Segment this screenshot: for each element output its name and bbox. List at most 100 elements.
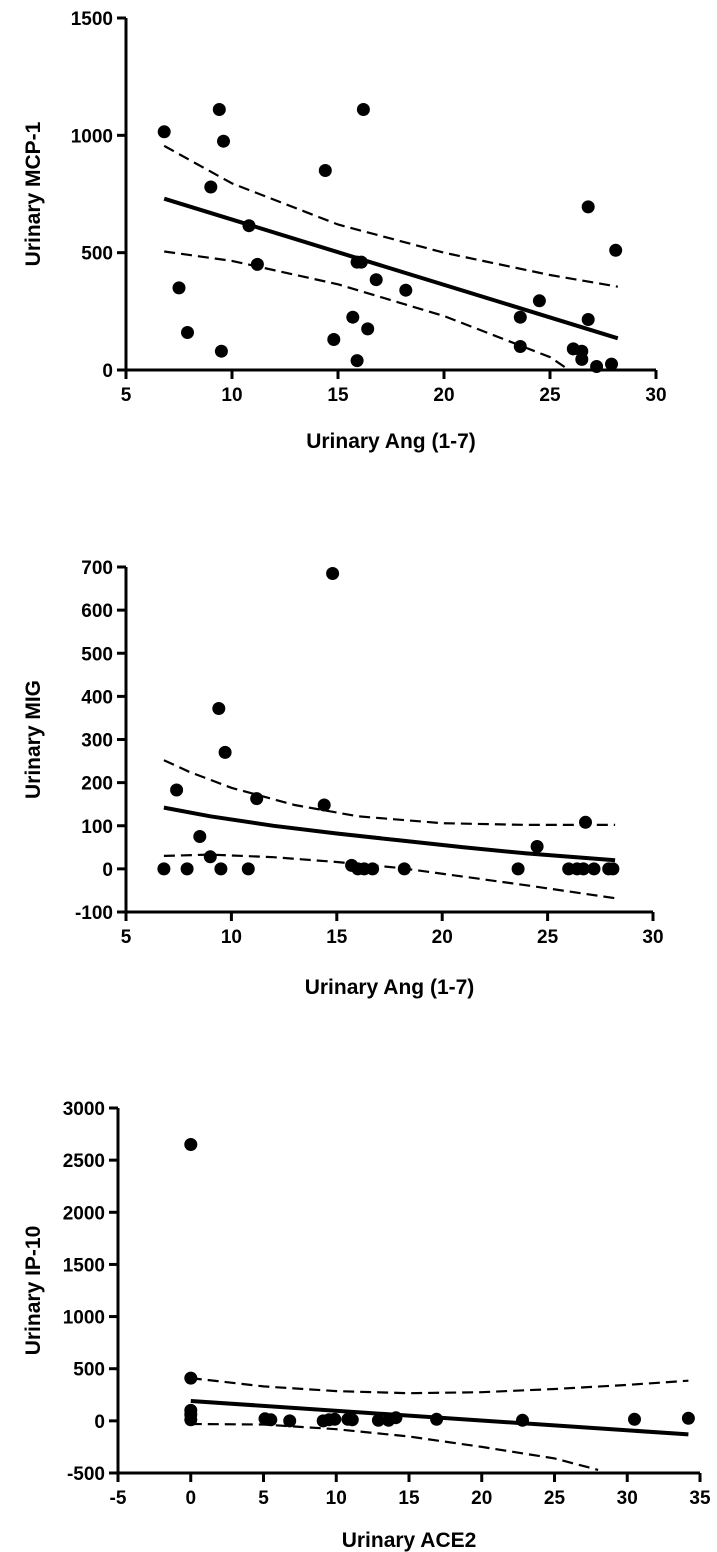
chart-3: -500 0 500 1000 1500 2000 2500 3000 -5 0 5 10 15 20 25… (22, 1099, 711, 1552)
chart-2-x-tick-label: 15 (326, 927, 348, 948)
chart-3-x-tick-label: 20 (471, 1488, 492, 1509)
chart-2-data-point (606, 862, 620, 876)
chart-3-data-point (430, 1412, 444, 1426)
chart-1-ci-lower-curve (164, 250, 570, 371)
chart-1-data-point (590, 360, 604, 373)
chart-1-data-point (242, 219, 256, 233)
chart-3-data-point (345, 1413, 359, 1427)
chart-3-x-tick-label: 0 (185, 1488, 196, 1509)
chart-1-data-point (217, 134, 230, 148)
chart-1-x-tick-label: 10 (221, 385, 242, 406)
chart-1-data-point (181, 326, 194, 339)
chart-2-data-point (212, 702, 226, 715)
chart-1-data-point (532, 294, 546, 308)
chart-1-y-tick-label: 1500 (71, 9, 113, 30)
chart-1-data-point (157, 125, 171, 139)
chart-3-data-point (681, 1411, 695, 1425)
chart-1-data-point (575, 352, 589, 366)
chart-3-data-point (184, 1138, 198, 1151)
chart-3-y-tick-label: 2000 (63, 1203, 105, 1224)
chart-2-data-point (157, 862, 171, 876)
chart-2-data-point (576, 862, 590, 876)
chart-3-data-point (264, 1413, 278, 1427)
chart-3-x-tick-label: 30 (617, 1488, 638, 1509)
chart-2-data-point (250, 792, 264, 806)
chart-2-y-tick-label: 0 (102, 860, 113, 881)
chart-3-x-tick-label: 5 (258, 1488, 269, 1509)
chart-1-data-point (250, 257, 264, 271)
chart-2-y-tick-label: 300 (81, 731, 113, 752)
chart-1-data-point (346, 310, 360, 324)
chart-1-data-point (214, 344, 228, 358)
chart-2-data-point (397, 862, 411, 876)
chart-3-y-tick-label: 1000 (63, 1308, 105, 1329)
chart-2-y-tick-label: 600 (81, 601, 113, 622)
chart-3-y-tick-label: 1500 (63, 1255, 105, 1276)
chart-2-data-point (170, 783, 184, 797)
chart-3-x-tick-label: 15 (398, 1488, 420, 1509)
chart-1-x-tick-label: 30 (645, 385, 666, 406)
chart-3-data-point (184, 1413, 198, 1427)
chart-3-ci-upper-curve (190, 1377, 689, 1395)
chart-1-x-axis-title: Urinary Ang (1-7) (306, 430, 476, 453)
chart-2-y-tick-label: 500 (81, 644, 113, 665)
chart-3-x-axis-title: Urinary ACE2 (342, 1529, 477, 1552)
chart-2-y-tick-label: 100 (81, 817, 113, 838)
chart-2-y-tick-label: -100 (75, 903, 113, 924)
chart-1: 0 500 1000 1500 5 10 15 20 25 30 Urinary Ang (1-7)… (22, 9, 667, 453)
chart-3-y-tick-label: 2500 (63, 1151, 105, 1172)
chart-1-ci-upper-curve (163, 144, 618, 288)
chart-1-y-tick-label: 1000 (71, 126, 113, 147)
chart-2-data-point (587, 862, 601, 876)
chart-2-data-point (366, 862, 380, 876)
chart-3-data-point (283, 1414, 297, 1428)
chart-3-x-tick-label: 10 (326, 1488, 347, 1509)
chart-1-data-point (172, 281, 186, 295)
chart-1-data-point (318, 164, 332, 177)
chart-2-y-axis-title: Urinary MIG (22, 680, 45, 799)
chart-1-data-point (581, 200, 595, 214)
chart-2-ci-lower-curve (163, 853, 616, 900)
chart-1-data-point (361, 322, 375, 336)
chart-3-y-tick-label: 3000 (63, 1099, 105, 1120)
chart-1-data-point (513, 310, 527, 324)
chart-2-data-point (214, 862, 228, 876)
chart-2-ci-upper-curve (163, 759, 616, 826)
chart-1-y-tick-label: 0 (102, 361, 113, 382)
chart-3-data-point (628, 1412, 641, 1426)
chart-2-data-point (530, 840, 544, 853)
chart-2-data-point (241, 862, 255, 876)
chart-3-x-tick-label: -5 (110, 1488, 127, 1509)
chart-2-data-point (218, 745, 232, 759)
chart-2-x-tick-label: 5 (121, 927, 132, 948)
chart-2-data-point (203, 850, 217, 864)
chart-2: -100 0 100 200 300 400 500 600 700 5 10 15 20 25 30 Uri… (22, 558, 664, 999)
chart-3-y-axis-title: Urinary IP-10 (22, 1226, 45, 1356)
chart-1-x-tick-label: 25 (539, 385, 561, 406)
chart-3-data-point (328, 1412, 342, 1426)
chart-3-y-tick-label: 500 (73, 1360, 105, 1381)
chart-2-regression-line (163, 805, 616, 863)
chart-3-data-point (371, 1413, 385, 1427)
chart-2-data-point (326, 567, 340, 580)
chart-1-data-point (350, 354, 364, 368)
chart-3-x-tick-label: 35 (689, 1488, 711, 1509)
chart-3-data-point (389, 1411, 403, 1425)
chart-3-x-tick-label: 25 (544, 1488, 566, 1509)
chart-2-x-tick-label: 30 (642, 927, 663, 948)
chart-2-x-axis-title: Urinary Ang (1-7) (305, 976, 475, 999)
chart-3-data-point (184, 1371, 198, 1385)
chart-1-x-tick-label: 5 (121, 385, 132, 406)
chart-1-data-point (369, 273, 383, 287)
chart-1-data-point (399, 283, 413, 297)
chart-3-y-tick-label: -500 (67, 1464, 105, 1485)
chart-1-data-point (354, 255, 368, 269)
chart-1-data-point (581, 313, 595, 326)
chart-2-data-point (511, 862, 525, 876)
chart-1-data-point (204, 180, 218, 194)
chart-1-y-tick-label: 500 (81, 244, 113, 265)
chart-1-data-point (609, 243, 623, 257)
chart-3-ci-lower-curve (190, 1422, 599, 1471)
chart-2-x-tick-label: 25 (537, 927, 559, 948)
